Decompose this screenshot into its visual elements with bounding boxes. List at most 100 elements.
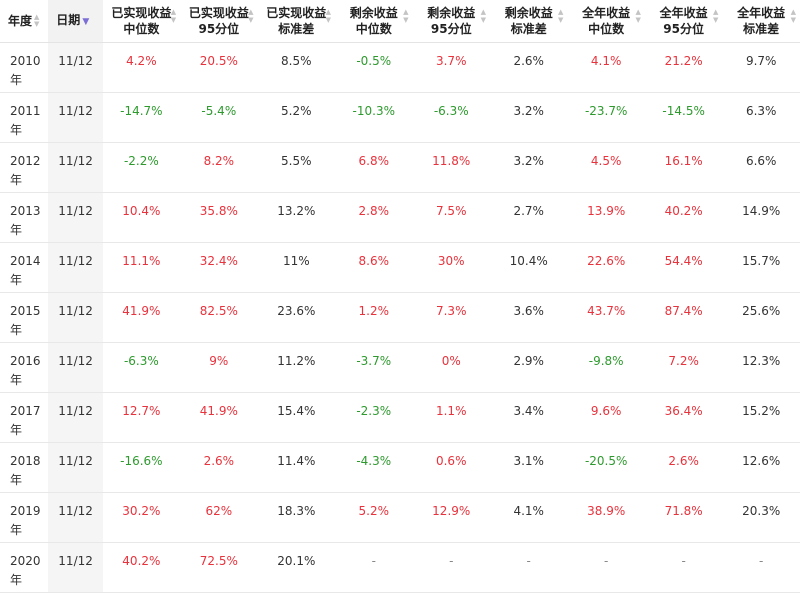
value-cell: -5.4% <box>201 103 237 118</box>
value-cell: -2.2% <box>123 153 159 168</box>
column-header-label: 中位数 <box>123 21 160 36</box>
value-cell: 30.2% <box>122 503 161 518</box>
sort-icon: ▲ ▼ <box>403 8 409 24</box>
value-cell: 38.9% <box>587 503 626 518</box>
value-cell: 8.5% <box>281 53 312 68</box>
column-header-label: 95分位 <box>198 21 240 36</box>
table-row: 2020 年 11/12 40.2% 72.5% 20.1% - - - - - - <box>0 542 800 592</box>
value-cell: 72.5% <box>199 553 238 568</box>
column-header-7[interactable]: 全年收益 95分位 ▲ ▼ <box>644 0 723 43</box>
sort-icon: ▲ ▼ <box>34 13 40 29</box>
year-cell: 2013 年 <box>10 203 41 237</box>
date-cell: 11/12 <box>48 192 103 242</box>
date-cell: 11/12 <box>48 342 103 392</box>
table-row: 2018 年 11/12 -16.6% 2.6% 11.4% -4.3% 0.6% 3.1% -2… <box>0 442 800 492</box>
value-cell: -4.3% <box>356 453 392 468</box>
sort-icon: ▲ ▼ <box>712 8 719 24</box>
value-cell: 12.9% <box>432 503 471 518</box>
column-header-label: 已实现收益 <box>266 5 327 20</box>
value-cell: 0.6% <box>435 453 467 468</box>
column-header-label: 标准差 <box>278 21 315 36</box>
value-cell: 4.2% <box>126 53 157 68</box>
value-cell: 5.2% <box>358 503 390 518</box>
value-cell: 5.5% <box>281 153 312 168</box>
year-cell: 2015 年 <box>10 303 41 337</box>
value-cell: 14.9% <box>742 203 781 218</box>
date-cell: 11/12 <box>48 392 103 442</box>
sort-icon: ▲ ▼ <box>480 8 486 24</box>
column-header-label: 95分位 <box>430 21 472 36</box>
column-header-5[interactable]: 剩余收益 标准差 ▲ ▼ <box>489 0 568 43</box>
value-cell: 4.5% <box>590 153 622 168</box>
value-cell: 82.5% <box>199 303 238 318</box>
value-cell: -9.8% <box>588 353 624 368</box>
column-header-date-label: 日期 <box>56 12 81 27</box>
value-cell: 32.4% <box>199 253 238 268</box>
table-row: 2015 年 11/12 41.9% 82.5% 23.6% 1.2% 7.3% 3.6% 43.… <box>0 292 800 342</box>
table-row: 2014 年 11/12 11.1% 32.4% 11% 8.6% 30% 10.4% 22.6%… <box>0 242 800 292</box>
value-cell: 9% <box>209 353 229 368</box>
value-cell: 2.9% <box>513 353 544 368</box>
sort-icon: ▲ ▼ <box>248 8 254 24</box>
value-cell: 2.6% <box>668 453 699 468</box>
year-cell: 2016 年 <box>10 353 41 387</box>
value-cell: 30% <box>437 253 465 268</box>
value-cell: 20.5% <box>199 53 238 68</box>
sort-descending-icon: ▼ <box>82 16 90 27</box>
column-header-2[interactable]: 已实现收益 标准差 ▲ ▼ <box>257 0 336 43</box>
value-cell: 11.8% <box>432 153 471 168</box>
value-cell: 15.4% <box>277 403 316 418</box>
date-cell: 11/12 <box>48 92 103 142</box>
value-cell: 41.9% <box>122 303 161 318</box>
column-header-label: 全年收益 <box>737 5 786 20</box>
value-cell: 6.8% <box>358 153 390 168</box>
column-header-3[interactable]: 剩余收益 中位数 ▲ ▼ <box>335 0 413 43</box>
value-cell: 9.6% <box>590 403 622 418</box>
column-header-label: 剩余收益 <box>504 5 553 20</box>
value-cell: 11.2% <box>277 353 316 368</box>
value-cell: 12.6% <box>742 453 781 468</box>
value-cell: -2.3% <box>356 403 392 418</box>
value-cell: 40.2% <box>122 553 161 568</box>
value-cell: - <box>604 553 609 568</box>
column-header-1[interactable]: 已实现收益 95分位 ▲ ▼ <box>180 0 258 43</box>
value-cell: 7.2% <box>668 353 699 368</box>
sort-icon: ▲ ▼ <box>790 8 796 24</box>
value-cell: - <box>449 553 454 568</box>
year-cell: 2017 年 <box>10 403 41 437</box>
value-cell: 10.4% <box>509 253 548 268</box>
value-cell: - <box>371 553 376 568</box>
year-cell: 2018 年 <box>10 453 41 487</box>
value-cell: 12.7% <box>122 403 161 418</box>
value-cell: - <box>681 553 686 568</box>
value-cell: 7.5% <box>435 203 467 218</box>
value-cell: 43.7% <box>587 303 626 318</box>
value-cell: 62% <box>205 503 233 518</box>
value-cell: - <box>759 553 764 568</box>
year-cell: 2012 年 <box>10 153 41 187</box>
value-cell: 25.6% <box>742 303 781 318</box>
column-header-label: 已实现收益 <box>188 5 249 20</box>
value-cell: 0% <box>441 353 461 368</box>
column-header-0[interactable]: 已实现收益 中位数 ▲ ▼ <box>102 0 181 43</box>
table-row: 2013 年 11/12 10.4% 35.8% 13.2% 2.8% 7.5% 2.7% 13.… <box>0 192 800 242</box>
sort-icon: ▲ ▼ <box>170 8 177 24</box>
column-header-4[interactable]: 剩余收益 95分位 ▲ ▼ <box>412 0 490 43</box>
value-cell: 87.4% <box>664 303 703 318</box>
column-header-label: 剩余收益 <box>427 5 476 20</box>
value-cell: 12.3% <box>742 353 781 368</box>
column-header-8[interactable]: 全年收益 标准差 ▲ ▼ <box>722 0 800 43</box>
column-header-6[interactable]: 全年收益 中位数 ▲ ▼ <box>567 0 645 43</box>
column-header-year[interactable]: 年度 ▲ ▼ <box>0 0 49 43</box>
column-header-label: 标准差 <box>510 21 547 36</box>
sort-icon: ▲ ▼ <box>635 8 641 24</box>
date-cell: 11/12 <box>48 142 103 192</box>
value-cell: 15.2% <box>742 403 781 418</box>
column-header-date[interactable]: 日期 ▼ <box>48 0 103 43</box>
value-cell: 2.7% <box>513 203 544 218</box>
value-cell: 2.8% <box>358 203 390 218</box>
column-header-label: 全年收益 <box>659 5 708 20</box>
year-cell: 2011 年 <box>10 103 41 137</box>
column-header-label: 剩余收益 <box>349 5 398 20</box>
value-cell: 3.7% <box>435 53 467 68</box>
